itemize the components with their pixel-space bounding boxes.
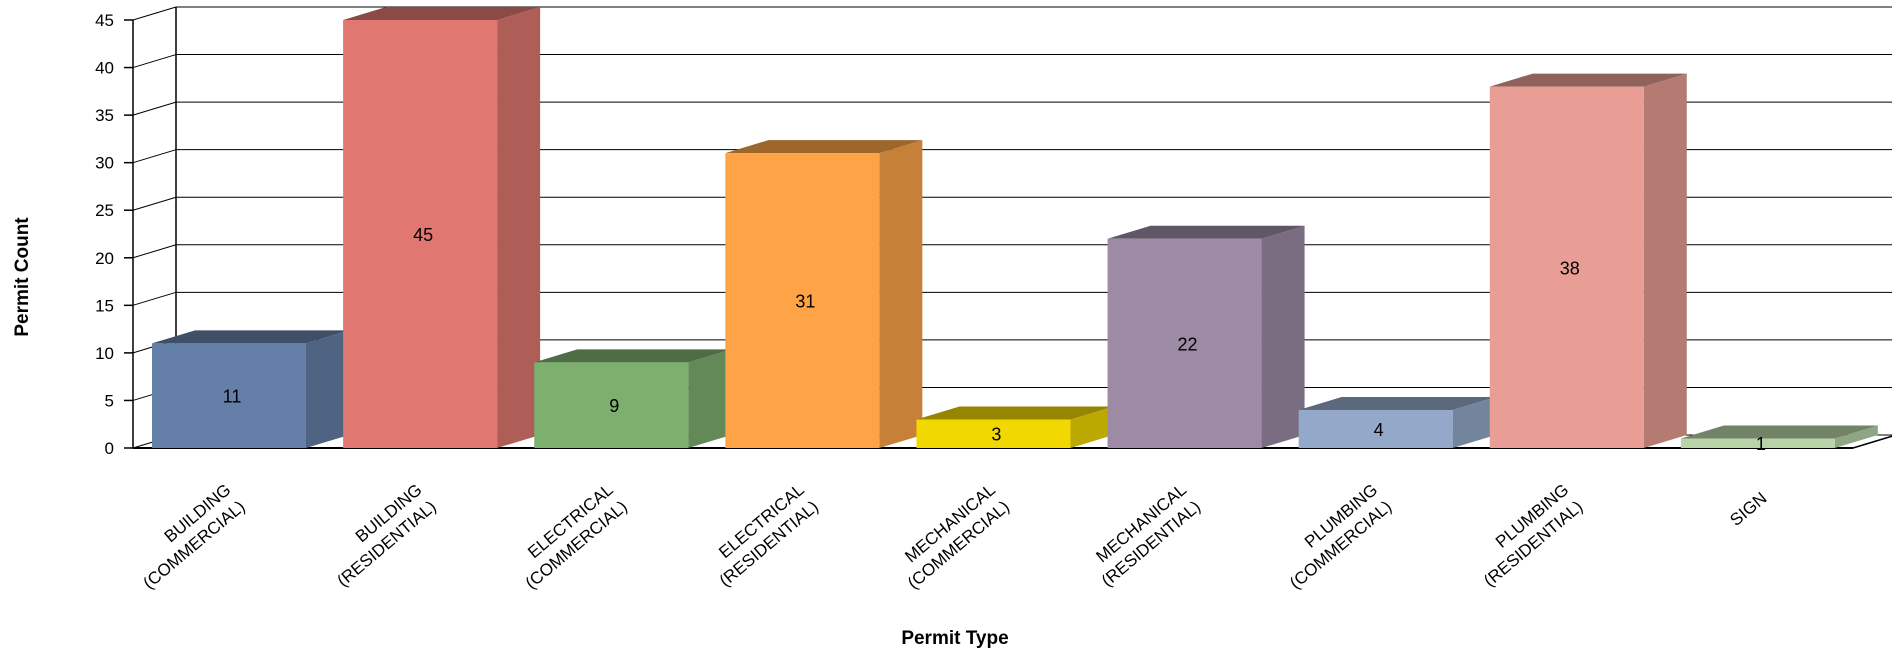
data-label: 1 <box>1756 434 1766 454</box>
bar-front-face <box>534 362 689 448</box>
bar: 31 <box>725 140 923 448</box>
data-label: 22 <box>1178 334 1198 354</box>
bar-front-face <box>1298 409 1453 448</box>
x-tick-label: MECHANICAL(RESIDENTIAL) <box>1084 480 1204 590</box>
x-tick-label: ELECTRICAL(COMMERCIAL) <box>508 480 631 593</box>
x-tick-label: MECHANICAL(COMMERCIAL) <box>890 480 1013 593</box>
bar: 11 <box>152 330 349 448</box>
data-label: 45 <box>413 225 433 245</box>
x-tick-label: ELECTRICAL(RESIDENTIAL) <box>702 480 822 590</box>
bar-top-face <box>1489 73 1687 87</box>
data-label: 11 <box>223 387 242 407</box>
bar-front-face <box>1489 86 1644 449</box>
bar-top-face <box>725 140 923 154</box>
bar-top-face <box>1107 225 1305 239</box>
bar-side-face <box>879 140 923 448</box>
bar-top-face <box>152 330 349 344</box>
bar-top-face <box>343 7 541 20</box>
bar-side-face <box>1261 225 1305 448</box>
bar: 45 <box>343 7 541 448</box>
y-axis-title: Permit Count <box>12 217 33 337</box>
data-label: 3 <box>991 425 1001 445</box>
floor-right-edge <box>1852 435 1892 449</box>
bar-front-face <box>152 343 306 448</box>
bar: 3 <box>916 406 1114 448</box>
bars: 11 45 9 31 3 22 4 38 1 <box>152 7 1878 454</box>
x-tick-label: BUILDING(RESIDENTIAL) <box>319 480 439 590</box>
x-tick-label: PLUMBING(RESIDENTIAL) <box>1466 480 1586 590</box>
gridline-side <box>132 6 177 21</box>
bar-top-face <box>916 406 1114 420</box>
y-tick-label: 45 <box>95 11 114 30</box>
x-tick-labels: BUILDING(COMMERCIAL) BUILDING(RESIDENTIAL… <box>125 480 1770 593</box>
y-tick-label: 40 <box>95 59 114 78</box>
x-axis-title: Permit Type <box>901 628 1008 649</box>
bar-front-face <box>1107 238 1262 448</box>
y-tick-labels: 0 5 10 15 20 25 30 35 40 45 <box>95 11 114 458</box>
bar: 4 <box>1298 396 1496 448</box>
gridline-side <box>132 54 177 69</box>
bar-side-face <box>1070 406 1114 448</box>
bar-front-face <box>343 20 498 448</box>
bar-side-face <box>688 349 732 448</box>
y-tick-label: 20 <box>95 249 114 268</box>
bar: 22 <box>1107 225 1305 448</box>
x-tick-label: BUILDING(COMMERCIAL) <box>125 480 248 593</box>
gridline-side <box>132 149 177 164</box>
data-label: 9 <box>609 396 619 416</box>
bar: 9 <box>534 349 732 448</box>
bar: 1 <box>1680 425 1878 454</box>
data-label: 31 <box>795 292 815 312</box>
bar: 38 <box>1489 73 1687 449</box>
x-tick-label: SIGN <box>1726 489 1770 530</box>
bar-top-face <box>1298 396 1496 410</box>
y-tick-label: 5 <box>105 391 114 410</box>
bar-side-face <box>497 7 541 448</box>
gridline-side <box>132 101 177 116</box>
y-tick-label: 25 <box>95 201 114 220</box>
bar-side-face <box>1452 396 1496 448</box>
bar-side-face <box>306 330 349 448</box>
bar-side-face <box>1834 425 1878 448</box>
x-tick-label: PLUMBING(COMMERCIAL) <box>1272 480 1395 593</box>
y-tick-label: 10 <box>95 344 114 363</box>
data-label: 38 <box>1560 258 1580 278</box>
bar-side-face <box>1643 73 1687 449</box>
gridline-side <box>132 291 177 306</box>
y-tick-label: 30 <box>95 154 114 173</box>
y-tick-label: 0 <box>105 439 114 458</box>
bar-top-face <box>534 349 732 363</box>
bar-top-face <box>1680 425 1878 439</box>
gridline-side <box>132 244 177 259</box>
bar-front-face <box>916 419 1071 448</box>
x-tick-label-line: SIGN <box>1726 489 1770 530</box>
data-label: 4 <box>1374 420 1384 440</box>
bar-front-face <box>725 153 880 448</box>
y-tick-label: 15 <box>95 296 114 315</box>
gridline-side <box>132 196 177 211</box>
y-tick-label: 35 <box>95 106 114 125</box>
bar-front-face <box>1680 438 1835 448</box>
